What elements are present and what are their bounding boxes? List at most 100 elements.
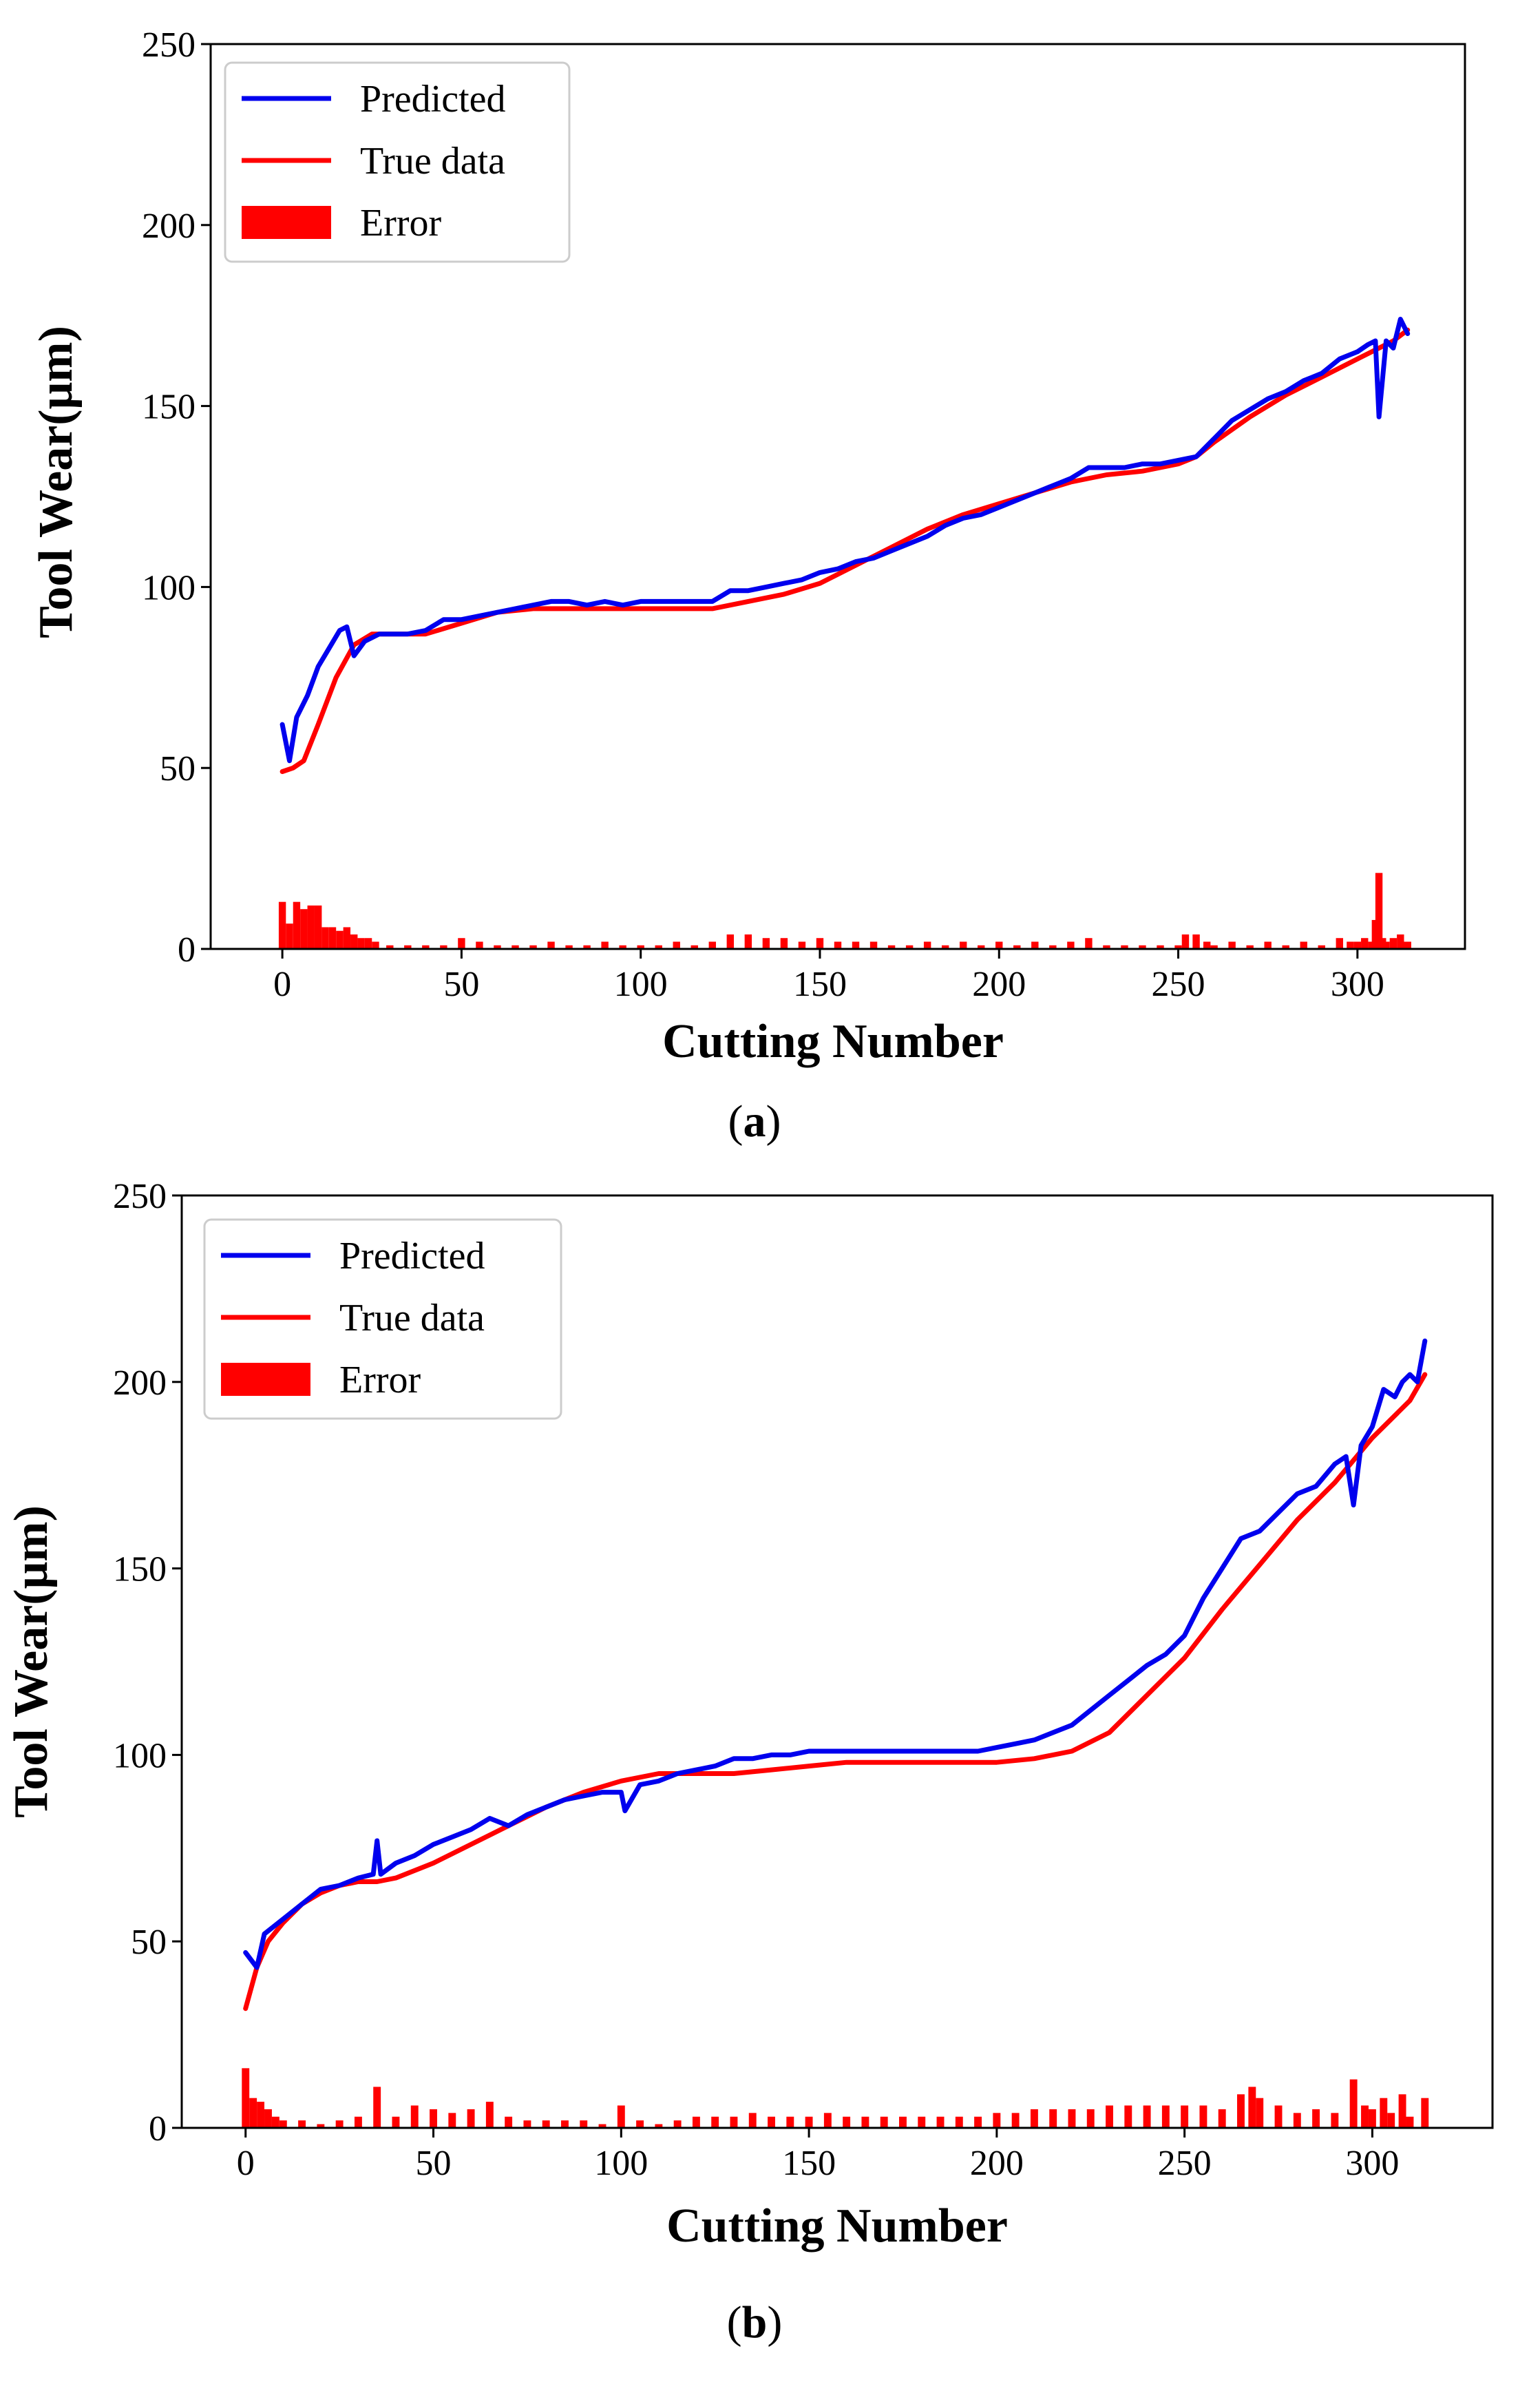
legend-label: Error bbox=[339, 1359, 421, 1401]
error-bar bbox=[264, 2109, 272, 2128]
x-tick-label: 300 bbox=[1345, 2144, 1399, 2183]
error-bar bbox=[410, 2105, 419, 2128]
y-tick-label: 250 bbox=[142, 25, 196, 65]
error-bar bbox=[257, 2102, 265, 2128]
error-bar bbox=[1331, 2113, 1339, 2128]
error-bar bbox=[690, 945, 698, 949]
x-tick-label: 150 bbox=[782, 2144, 836, 2183]
error-bar bbox=[529, 945, 537, 949]
error-bar bbox=[995, 941, 1003, 949]
error-bar bbox=[511, 945, 519, 949]
error-bar bbox=[1124, 2105, 1132, 2128]
error-bar bbox=[1013, 945, 1021, 949]
error-bar bbox=[300, 909, 308, 949]
error-bar bbox=[1049, 2109, 1057, 2128]
error-bar bbox=[955, 2116, 963, 2128]
x-tick-label: 200 bbox=[970, 2144, 1024, 2183]
panel-caption: (b) bbox=[727, 2297, 783, 2348]
error-bar bbox=[816, 938, 824, 949]
error-bar bbox=[242, 2068, 250, 2128]
error-bar bbox=[798, 941, 806, 949]
error-bar bbox=[1398, 2094, 1406, 2128]
error-bar bbox=[523, 2120, 531, 2128]
error-bar bbox=[307, 905, 315, 949]
error-bar bbox=[923, 941, 931, 949]
error-bar bbox=[1246, 945, 1254, 949]
error-bar bbox=[1199, 2105, 1207, 2128]
error-bar bbox=[805, 2116, 813, 2128]
error-bar bbox=[448, 2113, 456, 2128]
error-bar bbox=[1375, 872, 1383, 949]
error-bar bbox=[823, 2113, 832, 2128]
error-bar bbox=[1228, 941, 1236, 949]
error-bar bbox=[637, 945, 644, 949]
panel-caption-letter: a bbox=[743, 1096, 766, 1147]
x-tick-label: 250 bbox=[1152, 965, 1205, 1004]
y-axis-title: Tool Wear(μm) bbox=[5, 1505, 58, 1818]
error-bar bbox=[1349, 2079, 1358, 2128]
x-tick-label: 0 bbox=[237, 2144, 255, 2183]
error-bar bbox=[978, 945, 985, 949]
error-bar bbox=[271, 2116, 279, 2128]
y-tick-label: 200 bbox=[113, 1363, 167, 1403]
error-bar bbox=[619, 945, 626, 949]
error-bar bbox=[364, 938, 372, 949]
error-bar bbox=[1067, 941, 1075, 949]
error-bar bbox=[918, 2116, 926, 2128]
y-tick-label: 50 bbox=[131, 1923, 167, 1962]
error-bar bbox=[1380, 2098, 1388, 2128]
error-bar bbox=[887, 945, 896, 949]
error-bar bbox=[293, 901, 301, 949]
error-bar bbox=[1203, 941, 1211, 949]
error-bar bbox=[744, 934, 752, 949]
error-bar bbox=[1049, 945, 1057, 949]
error-bar bbox=[768, 2116, 775, 2128]
error-bar bbox=[1103, 945, 1110, 949]
x-tick-label: 0 bbox=[273, 965, 291, 1004]
legend-label: Predicted bbox=[360, 78, 505, 121]
legend-swatch-error bbox=[242, 206, 331, 239]
error-bar bbox=[762, 938, 770, 949]
error-bar bbox=[941, 945, 949, 949]
error-bar bbox=[655, 945, 662, 949]
error-bar bbox=[1282, 945, 1289, 949]
y-tick-label: 100 bbox=[113, 1736, 167, 1775]
error-bar bbox=[1237, 2094, 1245, 2128]
error-bar bbox=[636, 2120, 644, 2128]
x-tick-label: 150 bbox=[793, 965, 847, 1004]
x-tick-label: 200 bbox=[972, 965, 1026, 1004]
error-bar bbox=[1300, 941, 1307, 949]
x-tick-label: 300 bbox=[1331, 965, 1384, 1004]
plot-frame bbox=[180, 1194, 1494, 2129]
error-bar bbox=[692, 2116, 700, 2128]
error-bar bbox=[328, 927, 337, 949]
error-bar bbox=[1293, 2113, 1301, 2128]
error-bar bbox=[1318, 945, 1325, 949]
error-bar bbox=[852, 941, 860, 949]
x-tick-label: 100 bbox=[614, 965, 668, 1004]
y-tick-label: 250 bbox=[113, 1177, 167, 1216]
error-bar bbox=[1174, 945, 1182, 949]
y-tick-label: 50 bbox=[160, 749, 196, 788]
error-bar bbox=[485, 2102, 494, 2128]
error-bar bbox=[711, 2116, 719, 2128]
error-bar bbox=[335, 2120, 344, 2128]
error-bar bbox=[476, 941, 483, 949]
error-bar bbox=[314, 905, 322, 949]
error-bar bbox=[834, 941, 842, 949]
error-bar bbox=[1106, 2105, 1113, 2128]
error-bar bbox=[730, 2116, 738, 2128]
error-bar bbox=[673, 941, 680, 949]
x-axis-title: Cutting Number bbox=[666, 2199, 1008, 2253]
error-bar bbox=[993, 2113, 1001, 2128]
error-bar bbox=[1368, 941, 1375, 949]
x-tick-label: 100 bbox=[594, 2144, 648, 2183]
y-axis-title: Tool Wear(μm) bbox=[30, 326, 83, 638]
error-bar bbox=[1181, 934, 1190, 949]
error-bar bbox=[286, 923, 293, 949]
error-bar bbox=[1210, 945, 1218, 949]
error-bar bbox=[708, 941, 717, 949]
error-bar bbox=[1361, 938, 1369, 949]
legend-label: Error bbox=[360, 202, 442, 244]
error-bar bbox=[899, 2116, 907, 2128]
